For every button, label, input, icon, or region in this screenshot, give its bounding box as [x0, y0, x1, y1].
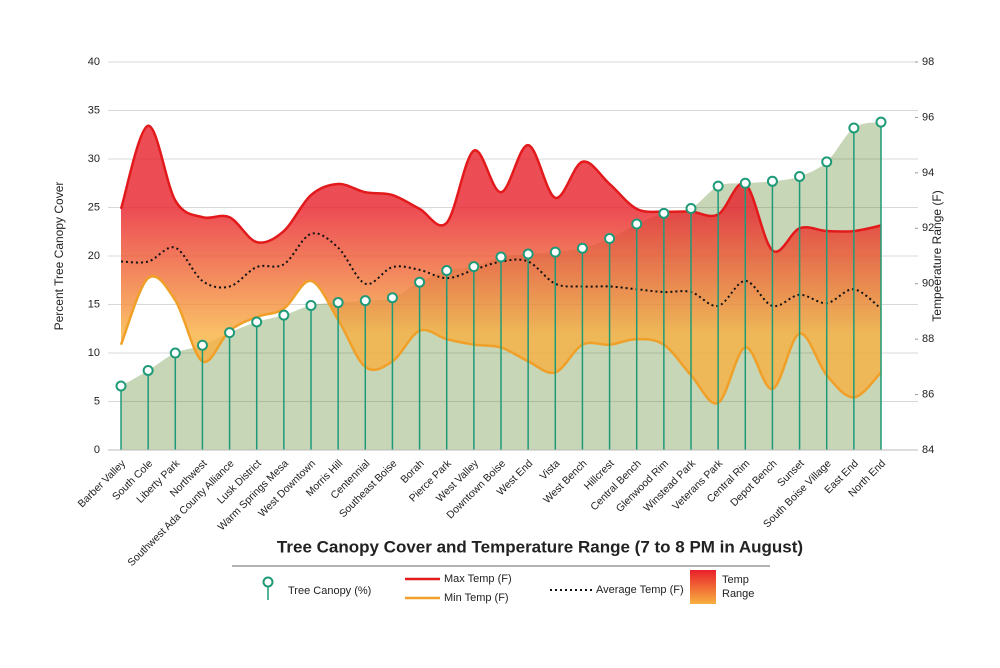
y-tick-label: 10 [88, 347, 100, 359]
canopy-marker [414, 276, 426, 288]
canopy-marker [196, 339, 208, 351]
y-tick-label: 15 [88, 298, 100, 310]
canopy-marker [305, 299, 317, 311]
y2-tick-label: 84 [922, 444, 934, 456]
y2-tick-label: 96 [922, 111, 934, 123]
legend-entry: Average Temp (F) [596, 584, 684, 596]
canopy-marker [631, 218, 643, 230]
y-axis-label: Percent Tree Canopy Cover [52, 182, 66, 331]
canopy-marker [604, 233, 616, 245]
canopy-marker [685, 202, 697, 214]
y-tick-label: 0 [94, 444, 100, 456]
canopy-marker [658, 207, 670, 219]
y-tick-label: 35 [88, 104, 100, 116]
canopy-marker [549, 246, 561, 258]
y2-axis-label: Tempeerature Range (F) [930, 190, 944, 321]
canopy-marker [142, 364, 154, 376]
canopy-marker [169, 347, 181, 359]
temp-line [119, 124, 882, 254]
canopy-marker [441, 265, 453, 277]
y2-tick-label: 86 [922, 388, 934, 400]
canopy-marker [821, 156, 833, 168]
y-tick-label: 40 [88, 56, 100, 68]
y2-tick-label: 90 [922, 278, 934, 290]
canopy-marker [875, 116, 887, 128]
canopy-marker [115, 380, 127, 392]
canopy-marker [332, 297, 344, 309]
legend-entry: Tree Canopy (%) [288, 585, 372, 597]
canopy-marker [251, 316, 263, 328]
canopy-marker [359, 295, 371, 307]
legend-entry: Min Temp (F) [444, 592, 509, 604]
canopy-marker [386, 292, 398, 304]
y-tick-label: 20 [88, 250, 100, 262]
canopy-marker [576, 242, 588, 254]
legend-swatch [690, 570, 716, 604]
legend-entry: Temp Range [722, 574, 755, 600]
canopy-marker [468, 261, 480, 273]
canopy-marker [848, 122, 860, 134]
canopy-marker [766, 175, 778, 187]
y2-tick-label: 88 [922, 333, 934, 345]
canopy-marker [712, 180, 724, 192]
canopy-marker [522, 248, 534, 260]
canopy-marker [739, 177, 751, 189]
canopy-marker [278, 309, 290, 321]
y-tick-label: 30 [88, 153, 100, 165]
canopy-marker [794, 170, 806, 182]
y-tick-label: 25 [88, 201, 100, 213]
y2-tick-label: 98 [922, 56, 934, 68]
y-tick-label: 5 [94, 395, 100, 407]
legend-entry: Max Temp (F) [444, 573, 512, 585]
canopy-marker [224, 327, 236, 339]
legend-swatch [262, 576, 274, 588]
y2-tick-label: 92 [922, 222, 934, 234]
canopy-marker [495, 251, 507, 263]
y2-tick-label: 94 [922, 167, 934, 179]
chart-title: Tree Canopy Cover and Temperature Range … [277, 537, 803, 556]
